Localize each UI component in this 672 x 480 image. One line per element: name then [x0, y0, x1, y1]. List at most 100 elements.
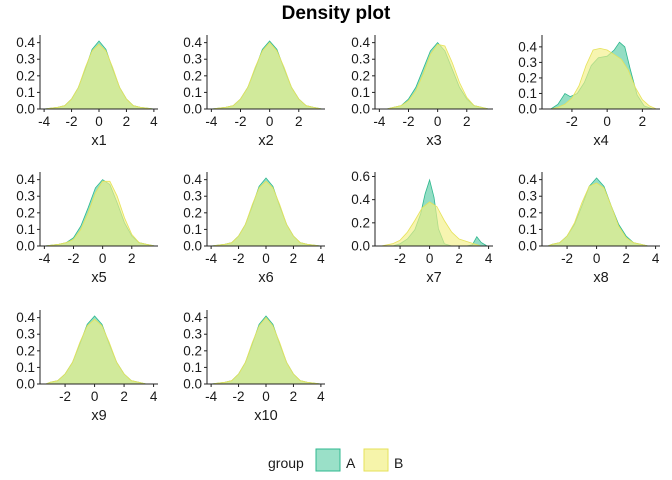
y-tick-label: 0.2 [518, 70, 537, 85]
y-tick-label: 0.6 [351, 169, 370, 184]
x-tick-label: 4 [150, 114, 158, 129]
x-tick-label: -2 [67, 251, 79, 266]
x-tick-label: 4 [652, 251, 660, 266]
x-tick-label: 2 [455, 251, 463, 266]
x-axis-title: x5 [91, 270, 106, 286]
x-tick-label: 0 [603, 114, 611, 129]
x-tick-label: 2 [290, 251, 298, 266]
legend: group A B [268, 448, 403, 472]
panel-x10: 0.0 0.1 0.20.3 0.4 -4 -2 0 2 4 x10 [183, 310, 325, 424]
density-area-B-x2 [211, 41, 323, 110]
y-tick-label: 0.1 [16, 222, 35, 237]
density-area-B-x3 [386, 43, 489, 110]
x-axis-title: x9 [91, 408, 106, 424]
y-tick-label: 0.2 [183, 68, 202, 83]
x-tick-label: 0 [262, 389, 270, 404]
x-axis-title: x6 [258, 270, 273, 286]
density-area-B-x10 [211, 316, 321, 385]
x-tick-label: 2 [622, 251, 630, 266]
y-tick-label: 0.3 [16, 189, 35, 204]
density-area-B-x1 [44, 43, 154, 110]
y-tick-label: 0.1 [16, 360, 35, 375]
x-axis-title: x7 [426, 270, 441, 286]
x-tick-label: 4 [485, 251, 493, 266]
panel-x9: 0.0 0.1 0.20.3 0.4 -2 0 2 4 x9 [16, 310, 158, 424]
y-tick-label: 0.4 [16, 172, 35, 187]
y-tick-label: 0.4 [183, 172, 202, 187]
x-axis-title: x3 [426, 133, 441, 149]
density-area-B-x4 [550, 47, 657, 110]
y-tick-label: 0.0 [351, 102, 370, 117]
x-tick-label: 4 [317, 251, 325, 266]
panel-x3: 0.0 0.1 0.20.3 0.4 -4 -2 0 2 x3 [351, 35, 493, 149]
y-tick-label: 0.1 [183, 222, 202, 237]
legend-title: group [268, 455, 304, 471]
y-tick-label: 0.2 [16, 205, 35, 220]
legend-label-B: B [394, 455, 403, 471]
x-tick-label: 0 [434, 114, 442, 129]
y-tick-label: 0.3 [351, 52, 370, 67]
x-tick-label: -2 [566, 114, 578, 129]
y-tick-label: 0.4 [16, 310, 35, 325]
density-area-B-x5 [44, 180, 156, 247]
x-tick-label: 0 [262, 251, 270, 266]
panel-x1: 0.0 0.1 0.20.3 0.4 -4 -2 0 2 4 x1 [16, 35, 158, 149]
x-axis-title: x10 [254, 408, 277, 424]
y-tick-label: 0.3 [16, 52, 35, 67]
x-tick-label: 2 [639, 114, 647, 129]
y-tick-label: 0.0 [16, 377, 35, 392]
panel-x7: 0.0 0.2 0.4 0.6 -2 0 2 4 x7 [351, 169, 493, 286]
x-tick-label: 2 [463, 114, 471, 129]
y-tick-label: 0.4 [518, 172, 537, 187]
x-tick-label: -2 [234, 114, 246, 129]
panel-x6: 0.0 0.1 0.20.3 0.4 -4 -2 0 2 4 x6 [183, 172, 325, 286]
y-tick-label: 0.1 [351, 85, 370, 100]
x-tick-label: -2 [233, 251, 245, 266]
x-tick-label: 0 [99, 251, 107, 266]
legend-label-A: A [346, 455, 356, 471]
y-tick-label: 0.0 [351, 239, 370, 254]
y-tick-label: 0.1 [16, 85, 35, 100]
x-tick-label: 2 [120, 389, 128, 404]
x-tick-label: 2 [128, 251, 136, 266]
x-tick-label: -2 [394, 251, 406, 266]
y-tick-label: 0.2 [518, 205, 537, 220]
y-tick-label: 0.2 [351, 68, 370, 83]
x-tick-label: -2 [59, 389, 71, 404]
y-tick-label: 0.1 [183, 85, 202, 100]
x-axis-title: x4 [593, 133, 608, 149]
y-tick-label: 0.4 [183, 310, 202, 325]
density-area-B-x9 [45, 318, 147, 385]
x-axis-title: x1 [91, 133, 106, 149]
y-tick-label: 0.3 [518, 55, 537, 70]
x-tick-label: -4 [205, 389, 217, 404]
y-tick-label: 0.0 [16, 102, 35, 117]
y-tick-label: 0.0 [518, 102, 537, 117]
panel-x5: 0.0 0.1 0.20.3 0.4 -4 -2 0 2 x5 [16, 172, 158, 286]
x-tick-label: -4 [205, 251, 217, 266]
x-tick-label: 0 [91, 389, 99, 404]
y-tick-label: 0.4 [351, 35, 370, 50]
x-tick-label: 2 [123, 114, 131, 129]
y-tick-label: 0.2 [183, 343, 202, 358]
density-area-B-x6 [211, 180, 321, 247]
y-tick-label: 0.4 [16, 35, 35, 50]
x-tick-label: -4 [38, 114, 50, 129]
y-tick-label: 0.0 [16, 239, 35, 254]
y-tick-label: 0.4 [351, 192, 370, 207]
x-tick-label: -2 [233, 389, 245, 404]
panel-x4: 0.00.10.20.30.4 -2 0 2 x4 [518, 35, 660, 149]
y-tick-label: 0.1 [518, 86, 537, 101]
x-tick-label: 0 [266, 114, 274, 129]
x-tick-label: 0 [593, 251, 601, 266]
legend-key-A [315, 448, 341, 472]
y-tick-label: 0.1 [518, 222, 537, 237]
x-tick-label: -4 [38, 251, 50, 266]
x-tick-label: -2 [402, 114, 414, 129]
density-area-B-x7 [380, 201, 482, 247]
y-tick-label: 0.3 [183, 189, 202, 204]
x-tick-label: 2 [290, 389, 298, 404]
chart-title: Density plot [281, 3, 391, 24]
